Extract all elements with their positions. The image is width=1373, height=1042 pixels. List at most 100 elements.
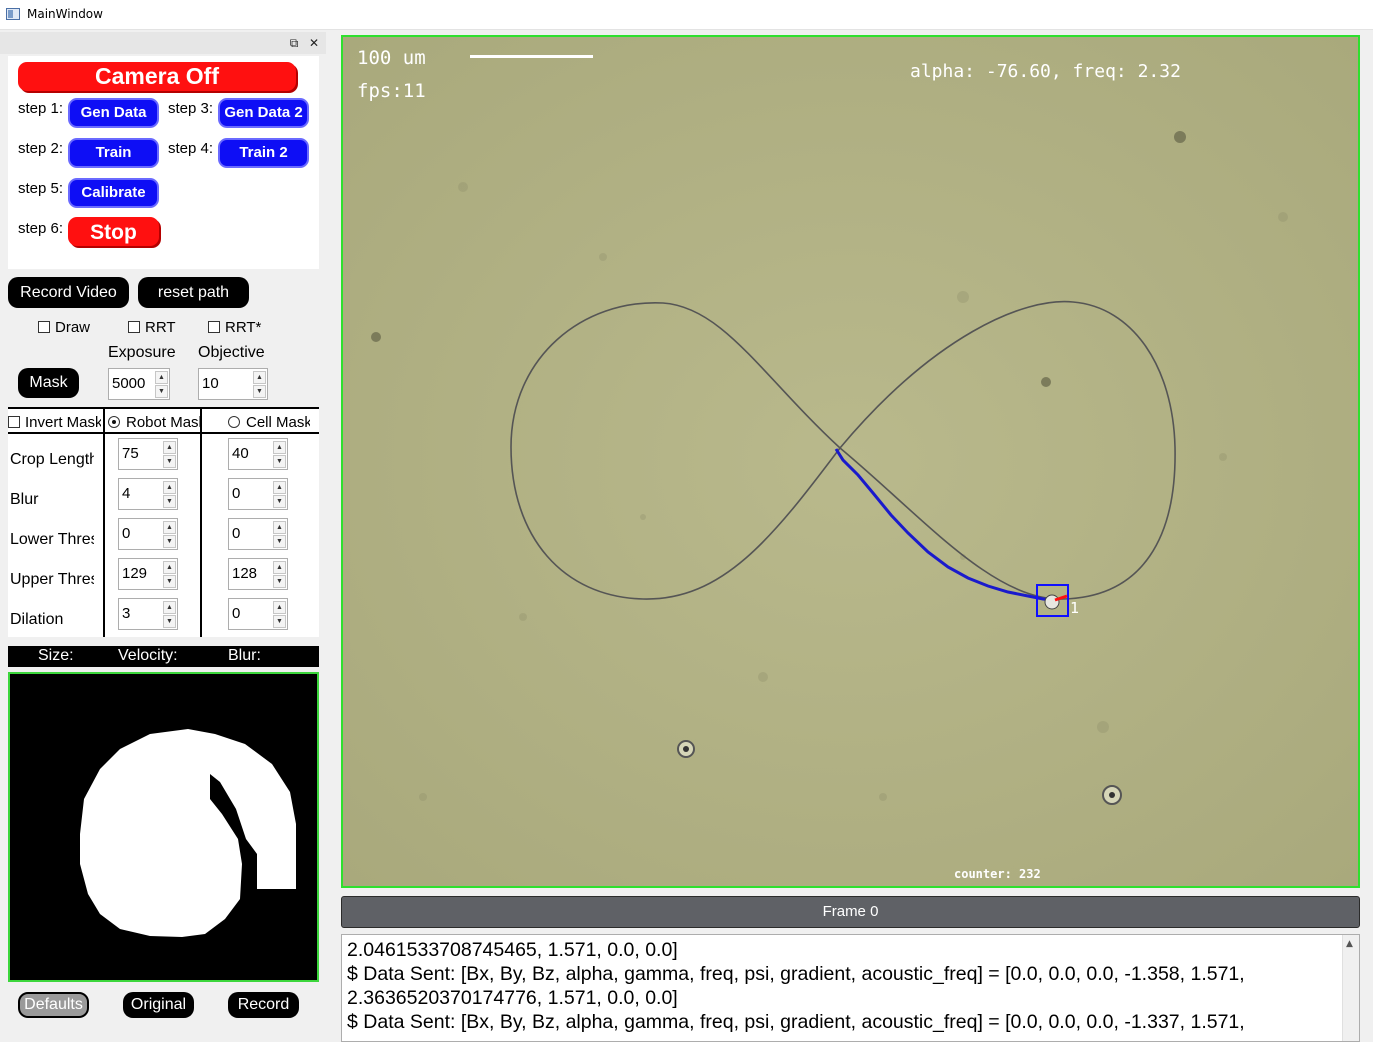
- spin-down-icon[interactable]: ▼: [273, 495, 286, 508]
- robot-crop-length-spinbox[interactable]: 75 ▲ ▼: [118, 438, 178, 470]
- exposure-spinbox[interactable]: 5000 ▲ ▼: [108, 368, 170, 400]
- checkbox-icon: [128, 321, 140, 333]
- reset-path-button[interactable]: reset path: [138, 277, 249, 308]
- spin-down-icon[interactable]: ▼: [273, 455, 286, 468]
- camera-toggle-button[interactable]: Camera Off: [18, 62, 296, 91]
- checkbox-icon: [38, 321, 50, 333]
- blur-stat-label: Blur:: [228, 647, 261, 664]
- blur-label: Blur: [10, 491, 39, 508]
- dock-header: ⧉ ✕: [0, 32, 326, 54]
- spin-down-icon[interactable]: ▼: [253, 385, 266, 398]
- cell-mask-radio[interactable]: Cell Mask: [228, 414, 310, 431]
- console-line: 2.3636520370174776, 1.571, 0.0, 0.0]: [347, 987, 678, 1009]
- gen-data-button[interactable]: Gen Data: [68, 98, 159, 128]
- spin-up-icon[interactable]: ▲: [273, 561, 286, 574]
- window-icon: [6, 8, 20, 20]
- rrt-star-checkbox[interactable]: RRT*: [208, 319, 261, 336]
- restore-icon[interactable]: ⧉: [289, 36, 299, 50]
- cell-dilation-spinbox[interactable]: 0 ▲ ▼: [228, 598, 288, 630]
- record-video-button[interactable]: Record Video: [8, 277, 129, 308]
- cell-lower-threshold-spinbox[interactable]: 0 ▲ ▼: [228, 518, 288, 550]
- console-line: $ Data Sent: [Bx, By, Bz, alpha, gamma, …: [347, 963, 1245, 985]
- cell-crop-length-spinbox[interactable]: 40 ▲ ▼: [228, 438, 288, 470]
- train-button[interactable]: Train: [68, 138, 159, 168]
- crop-length-label: Crop Length: [10, 451, 94, 468]
- spin-up-icon[interactable]: ▲: [163, 561, 176, 574]
- mask-button[interactable]: Mask: [18, 368, 79, 398]
- robot-bounding-box: [1036, 584, 1069, 617]
- draw-checkbox[interactable]: Draw: [38, 319, 90, 336]
- spin-down-icon[interactable]: ▼: [273, 535, 286, 548]
- robot-id-label: 1: [1070, 599, 1080, 617]
- step-3-label: step 3:: [168, 100, 214, 117]
- close-icon[interactable]: ✕: [308, 36, 320, 50]
- spin-down-icon[interactable]: ▼: [163, 615, 176, 628]
- checkbox-icon: [208, 321, 220, 333]
- mask-blob-image: [80, 729, 296, 937]
- fps-label: fps:11: [357, 80, 426, 102]
- robot-lower-threshold-spinbox[interactable]: 0 ▲ ▼: [118, 518, 178, 550]
- spin-up-icon[interactable]: ▲: [155, 371, 168, 384]
- step-5-label: step 5:: [18, 180, 64, 197]
- spin-up-icon[interactable]: ▲: [163, 441, 176, 454]
- robot-blur-spinbox[interactable]: 4 ▲ ▼: [118, 478, 178, 510]
- spin-down-icon[interactable]: ▼: [273, 615, 286, 628]
- cell-upper-threshold-spinbox[interactable]: 128 ▲ ▼: [228, 558, 288, 590]
- camera-feed: [343, 37, 1358, 886]
- scale-bar: [470, 55, 593, 58]
- original-button[interactable]: Original: [123, 992, 194, 1018]
- divider: [103, 407, 105, 637]
- step-2-label: step 2:: [18, 140, 64, 157]
- exposure-label: Exposure: [108, 344, 176, 361]
- spin-up-icon[interactable]: ▲: [163, 481, 176, 494]
- defaults-button[interactable]: Defaults: [18, 992, 89, 1018]
- stats-bar: Size: Velocity: Blur:: [8, 646, 319, 667]
- rrt-checkbox[interactable]: RRT: [128, 319, 176, 336]
- spin-down-icon[interactable]: ▼: [163, 495, 176, 508]
- console-line: $ Data Sent: [Bx, By, Bz, alpha, gamma, …: [347, 1011, 1245, 1033]
- spin-down-icon[interactable]: ▼: [163, 535, 176, 548]
- console-output[interactable]: 2.0461533708745465, 1.571, 0.0, 0.0] $ D…: [341, 934, 1360, 1042]
- frame-slider[interactable]: Frame 0: [341, 896, 1360, 928]
- objective-label: Objective: [198, 344, 265, 361]
- step-6-label: step 6:: [18, 220, 64, 237]
- step-4-label: step 4:: [168, 140, 214, 157]
- train-2-button[interactable]: Train 2: [218, 138, 309, 168]
- spin-up-icon[interactable]: ▲: [273, 441, 286, 454]
- spin-up-icon[interactable]: ▲: [273, 601, 286, 614]
- spin-down-icon[interactable]: ▼: [273, 575, 286, 588]
- console-scrollbar[interactable]: ▲: [1342, 935, 1359, 1041]
- scroll-up-icon[interactable]: ▲: [1346, 939, 1353, 949]
- camera-view[interactable]: 100 um fps:11 alpha: -76.60, freq: 2.32 …: [341, 35, 1360, 888]
- size-label: Size:: [38, 647, 74, 664]
- spin-down-icon[interactable]: ▼: [163, 455, 176, 468]
- spin-up-icon[interactable]: ▲: [273, 481, 286, 494]
- title-bar: MainWindow: [0, 0, 1373, 30]
- spin-up-icon[interactable]: ▲: [273, 521, 286, 534]
- invert-mask-checkbox[interactable]: Invert Mask: [8, 414, 101, 431]
- gen-data-2-button[interactable]: Gen Data 2: [218, 98, 309, 128]
- window-title: MainWindow: [27, 7, 103, 21]
- robot-dilation-spinbox[interactable]: 3 ▲ ▼: [118, 598, 178, 630]
- spin-up-icon[interactable]: ▲: [163, 521, 176, 534]
- spin-down-icon[interactable]: ▼: [163, 575, 176, 588]
- step-1-label: step 1:: [18, 100, 64, 117]
- spin-up-icon[interactable]: ▲: [163, 601, 176, 614]
- mask-preview: [8, 672, 319, 982]
- stop-button[interactable]: Stop: [68, 217, 159, 246]
- objective-spinbox[interactable]: 10 ▲ ▼: [198, 368, 268, 400]
- calibrate-button[interactable]: Calibrate: [68, 178, 159, 208]
- spin-up-icon[interactable]: ▲: [253, 371, 266, 384]
- radio-selected-icon: [108, 416, 120, 428]
- scale-label: 100 um: [357, 47, 426, 69]
- robot-upper-threshold-spinbox[interactable]: 129 ▲ ▼: [118, 558, 178, 590]
- robot-mask-radio[interactable]: Robot Mask: [108, 414, 200, 431]
- record-button[interactable]: Record: [228, 992, 299, 1018]
- console-line: 2.0461533708745465, 1.571, 0.0, 0.0]: [347, 939, 678, 961]
- reference-path: [510, 300, 1176, 600]
- divider: [200, 407, 202, 637]
- cell-blur-spinbox[interactable]: 0 ▲ ▼: [228, 478, 288, 510]
- spin-down-icon[interactable]: ▼: [155, 385, 168, 398]
- counter-label: counter: 232: [954, 867, 1041, 881]
- lower-threshold-label: Lower Threshold: [10, 531, 94, 548]
